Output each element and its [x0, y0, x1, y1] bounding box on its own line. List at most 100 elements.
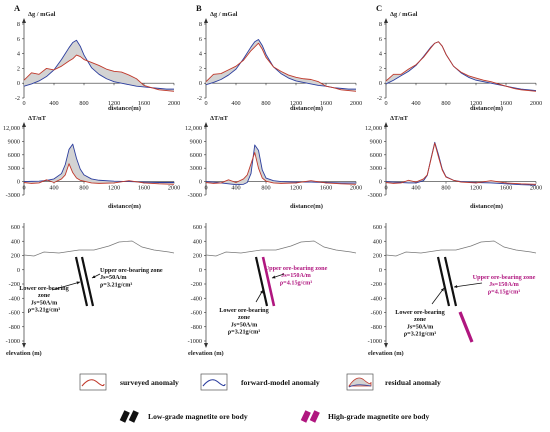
low-grade-ore-body [254, 256, 269, 307]
section-a-tick-label: -200 [9, 281, 20, 288]
magnetic-b-x-tick-label: 1600 [320, 185, 332, 192]
legend-low-grade: Low-grade magnetite ore body [119, 410, 248, 423]
gravity-b-y-tick-label: 0 [199, 80, 202, 87]
gravity-a-x-tick-label: 400 [49, 100, 58, 107]
gravity-c-surveyed-line [385, 41, 537, 92]
magnetic-b-x-tick-label: 1200 [290, 185, 302, 192]
magnetic-b-y-tick-label: -3000 [188, 192, 202, 199]
magnetic-c-residual-area [386, 142, 536, 186]
magnetic-b-forward-model-line [205, 144, 356, 186]
section-a-tick-label: -400 [9, 295, 20, 302]
gravity-b-residual-area [206, 39, 356, 92]
section-b-tick-label: -200 [191, 281, 202, 288]
lower-zone-label: zone [414, 316, 426, 323]
gravity-b-y-label: Δg / mGal [210, 11, 238, 18]
magnetic-a-y-tick-label: 12,000 [3, 125, 20, 132]
section-a-tick-label: -600 [9, 310, 20, 317]
upper-zone-label: Js=50A/m [100, 274, 127, 281]
gravity-c-y-tick-label: 8 [379, 21, 382, 28]
section-b: 600 400 200 0 -200 -400 -600 -800 -1000 elevation… [188, 223, 357, 357]
gravity-c-x-tick-label: 1200 [470, 100, 482, 107]
high-grade-ore-body [261, 256, 276, 307]
legend-residual: residual anomaly [346, 373, 441, 391]
section-b-topography [205, 240, 357, 257]
lower-zone-label: zone [38, 292, 50, 299]
section-b-y-label: elevation (m) [188, 350, 224, 357]
gravity-c-residual-area [386, 41, 536, 92]
pointer-arrowhead [76, 281, 80, 285]
lower-zone-label: Lower ore-bearing [219, 307, 269, 314]
magnetic-c-x-tick-label: 400 [411, 185, 420, 192]
section-c-tick-label: -400 [371, 295, 382, 302]
gravity-b-x-tick-label: 0 [204, 100, 207, 107]
section-c-tick-label: 200 [373, 253, 382, 260]
section-b-tick-label: 0 [199, 267, 202, 274]
magnetic-b-x-tick-label: 400 [231, 185, 240, 192]
panel-letter-a: A [14, 3, 21, 13]
gravity-a-y-label: Δg / mGal [28, 11, 56, 18]
section-b-tick-label: -1000 [188, 338, 202, 345]
upper-zone-label: ρ=4.15g/cm³ [488, 288, 520, 295]
pointer-arrowhead [92, 275, 96, 278]
lower-zone-label: Js=50A/m [407, 323, 434, 330]
section-c-tick-label: 0 [379, 267, 382, 274]
magnetic-b-x-tick-label: 800 [261, 185, 270, 192]
section-b-tick-label: 200 [193, 253, 202, 260]
sections-layer: 600 400 200 0 -200 -400 -600 -800 -1000 elevation… [6, 223, 537, 357]
magnetic-c-y-tick-label: 12,000 [365, 125, 382, 132]
legend: surveyed anomaly forward-model anomaly r… [79, 373, 441, 423]
low-grade-ore-body [80, 256, 95, 307]
gravity-a-x-tick-label: 1600 [138, 100, 150, 107]
section-a-y-label: elevation (m) [6, 350, 42, 357]
gravity-a-y-axis-arrow [22, 18, 26, 23]
gravity-a-x-tick-label: 800 [79, 100, 88, 107]
magnetic-c-y-tick-label: 3000 [370, 165, 382, 172]
section-a-tick-label: 200 [11, 253, 20, 260]
section-a-tick-label: -800 [9, 324, 20, 331]
gravity-a-y-tick-label: 0 [17, 80, 20, 87]
lower-zone-label: zone [238, 314, 250, 321]
magnetic-b-y-tick-label: 9000 [190, 138, 202, 145]
section-b-tick-label: -800 [191, 324, 202, 331]
gravity-c-x-tick-label: 800 [441, 100, 450, 107]
lower-zone-label: Lower ore-bearing [395, 309, 445, 316]
gravity-a-surveyed-line [23, 54, 175, 92]
low-grade-ore-body [436, 256, 451, 307]
gravity-a-x-tick-label: 1200 [108, 100, 120, 107]
gravity-c-y-tick-label: -2 [377, 95, 382, 102]
magnetic-a-y-tick-label: 6000 [8, 152, 20, 159]
gravity-a-x-tick-label: 2000 [168, 100, 180, 107]
section-b-y-axis-arrow [204, 343, 208, 348]
gravity-a-y-tick-label: 2 [17, 65, 20, 72]
gravity-b-y-tick-label: 4 [199, 51, 202, 58]
pointer-arrowhead [260, 290, 263, 294]
magnetic-a-x-tick-label: 400 [49, 185, 58, 192]
magnetic-c-x-tick-label: 1600 [500, 185, 512, 192]
section-c-tick-label: -800 [371, 324, 382, 331]
legend-forward-label: forward-model anomaly [241, 378, 320, 387]
magnetic-b-surveyed-line [205, 152, 357, 185]
gravity-c-y-tick-label: 4 [379, 51, 382, 58]
section-b-tick-label: 600 [193, 224, 202, 231]
section-c-topography [385, 240, 537, 257]
gravity-c-y-tick-label: 6 [379, 36, 382, 43]
section-c-tick-label: -600 [371, 310, 382, 317]
gravity-a-y-tick-label: 6 [17, 36, 20, 43]
upper-zone-label: ρ=3.21g/cm³ [100, 281, 132, 288]
section-a-y-axis-arrow [22, 343, 26, 348]
lower-zone-label: ρ=3.21g/cm³ [404, 331, 436, 338]
gravity-b-y-tick-label: 6 [199, 36, 202, 43]
legend-surveyed: surveyed anomaly [79, 373, 179, 391]
gravity-c-x-tick-label: 1600 [500, 100, 512, 107]
magnetic-c-x-tick-label: 0 [384, 185, 387, 192]
magnetic-b-y-tick-label: 6000 [190, 152, 202, 159]
section-a: 600 400 200 0 -200 -400 -600 -800 -1000 elevation… [6, 223, 175, 357]
magnetic-c-y-tick-label: 9000 [370, 138, 382, 145]
section-a-tick-label: 400 [11, 238, 20, 245]
magnetic-a-y-tick-label: 0 [17, 179, 20, 186]
